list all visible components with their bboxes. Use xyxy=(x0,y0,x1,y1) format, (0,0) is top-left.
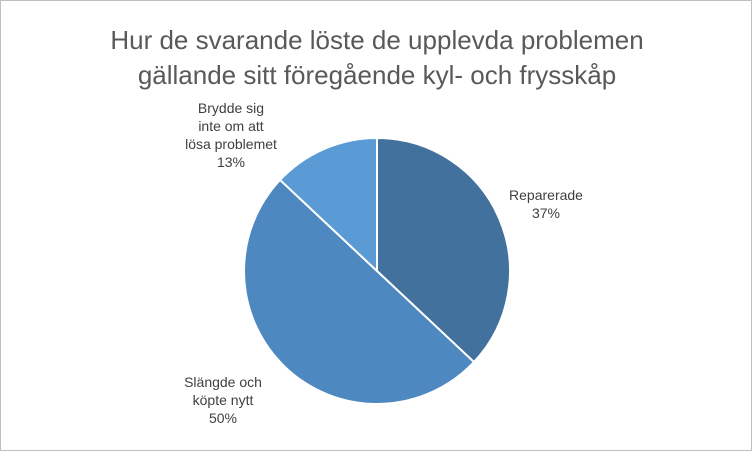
value-label: 37% xyxy=(531,205,561,221)
chart-title: Hur de svarande löste de upplevda proble… xyxy=(110,25,643,55)
value-label: 50% xyxy=(208,410,238,426)
data-label: Brydde sig inte om att lösa problemet 13% xyxy=(171,99,291,171)
data-label: Slängde och köpte nytt 50% xyxy=(163,373,283,427)
category-label: Brydde sig inte om att lösa problemet xyxy=(185,100,277,152)
pie-slice xyxy=(278,136,378,274)
data-label: Reparerade 37% xyxy=(486,186,606,222)
pie-slice xyxy=(376,136,511,364)
value-label: 13% xyxy=(216,154,246,170)
chart-title: gällande sitt föregående kyl- och fryssk… xyxy=(138,60,616,90)
pie-slice xyxy=(243,178,476,405)
category-label: Reparerade xyxy=(509,187,583,203)
category-label: Slängde och köpte nytt xyxy=(184,374,262,408)
